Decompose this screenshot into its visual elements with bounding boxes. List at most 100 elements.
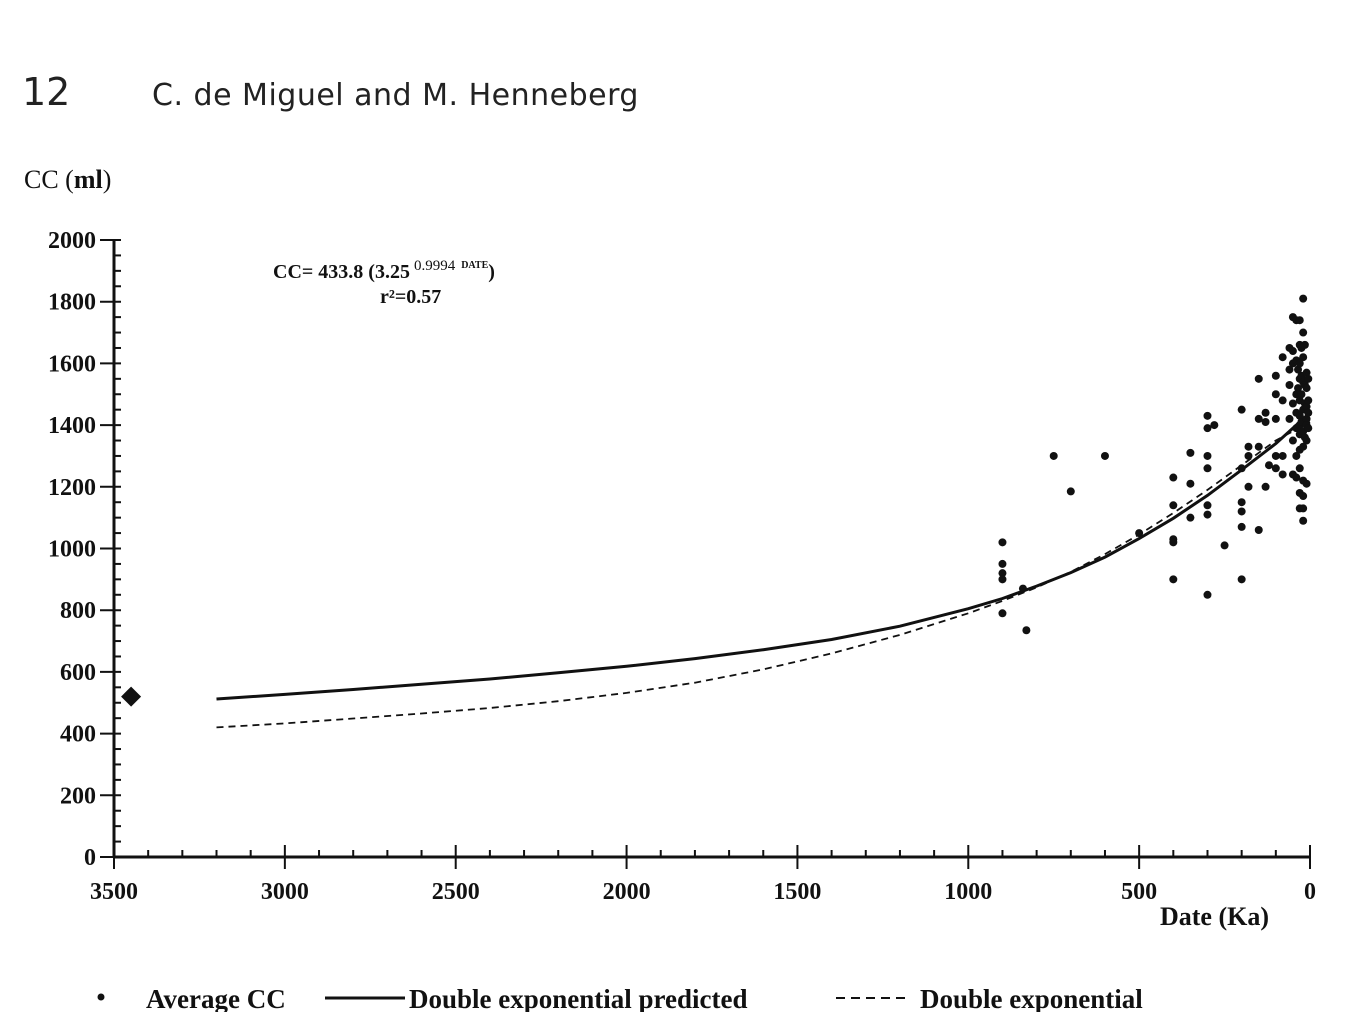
legend: Average CC Double exponential predicted … [97,984,1143,1012]
equation-exponent-date: DATE [461,260,488,271]
y-tick-label: 2000 [48,228,96,254]
running-head: C. de Miguel and M. Henneberg [152,78,639,113]
y-axis-title-unit: ml [74,165,103,194]
data-point [1237,575,1246,584]
data-point [1271,390,1280,399]
chart-curves [216,411,1312,729]
x-tick-label: 500 [1121,879,1157,905]
data-point [1237,522,1246,531]
y-tick-label: 1200 [48,475,96,501]
data-point [1285,414,1294,423]
legend-label-double-exponential-predicted: Double exponential predicted [409,984,748,1012]
data-point [1237,507,1246,516]
data-point [1295,359,1304,368]
data-point [1295,316,1304,325]
y-axis-title: CC (ml) [24,165,111,194]
y-tick-label: 200 [60,783,96,809]
y-tick-label: 1400 [48,413,96,439]
data-point [1295,411,1304,420]
data-point [1254,374,1263,383]
x-tick-label: 1000 [944,879,992,905]
equation-main: CC= 433.8 (3.25 [273,261,410,283]
data-point [1302,402,1311,411]
data-point [1100,451,1109,460]
data-point [1302,414,1311,423]
data-point [1278,353,1287,362]
page-number: 12 [22,70,71,114]
curve-double-exponential-predicted [216,411,1312,701]
data-point [1299,442,1308,451]
data-point [1295,464,1304,473]
data-point [1294,384,1303,393]
data-point [1237,405,1246,414]
data-point [1169,473,1178,482]
data-point [1169,501,1178,510]
data-point [1292,473,1301,482]
x-tick-label: 1500 [773,879,821,905]
data-point [1278,396,1287,405]
data-point [1203,464,1212,473]
data-point [1203,411,1212,420]
data-point [1299,516,1308,525]
data-point [1254,414,1263,423]
legend-point-symbol [97,993,105,1001]
equation-close: ) [488,261,495,283]
data-point [1237,464,1246,473]
data-point [1285,365,1294,374]
data-point [1186,479,1195,488]
data-point [998,559,1007,568]
data-point [1135,529,1144,538]
data-point [1297,390,1306,399]
data-point [1254,525,1263,534]
curve-double-exponential [216,421,1311,729]
data-point [1271,371,1280,380]
y-axis-title-pre: CC ( [24,165,74,194]
data-point [1018,584,1027,593]
x-tick-label: 3000 [261,879,309,905]
data-point [1271,464,1280,473]
data-point [1271,414,1280,423]
data-point [1302,384,1311,393]
data-point [1244,482,1253,491]
data-point [1261,408,1270,417]
data-point [1210,421,1219,430]
data-point [1299,504,1308,513]
x-tick-label: 3500 [90,879,138,905]
data-point [1264,461,1273,470]
data-point [1261,418,1270,427]
data-point [1299,492,1308,501]
data-point [1288,399,1297,408]
x-tick-label: 2000 [603,879,651,905]
equation-annotation: CC= 433.8 (3.25 0.9994 DATE) r²=0.57 [273,258,495,308]
x-axis-title: Date (Ka) [1160,902,1269,931]
y-tick-label: 1000 [48,537,96,563]
data-point [1203,510,1212,519]
data-point [998,538,1007,547]
data-point [1292,451,1301,460]
data-point [1304,396,1313,405]
data-point [1022,626,1031,635]
data-point [1271,451,1280,460]
data-point [998,575,1007,584]
y-tick-label: 400 [60,722,96,748]
data-point [1203,424,1212,433]
data-point [1186,448,1195,457]
x-tick-label: 0 [1304,879,1316,905]
y-tick-label: 1800 [48,290,96,316]
data-point [998,609,1007,618]
data-point [1261,482,1270,491]
legend-label-double-exponential: Double exponential [920,984,1143,1012]
data-point [1299,294,1308,303]
data-point [1302,436,1311,445]
data-point [1220,541,1229,550]
chart-points [121,294,1313,707]
data-point [1203,501,1212,510]
data-point [1169,538,1178,547]
y-tick-label: 0 [84,845,96,871]
data-point [1049,451,1058,460]
data-point [1285,380,1294,389]
data-point [1299,328,1308,337]
data-point [1304,408,1313,417]
data-point [1304,424,1313,433]
